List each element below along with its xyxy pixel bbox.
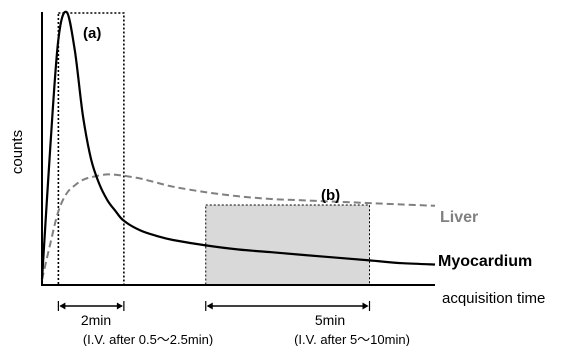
series-myocardium-label: Myocardium xyxy=(438,253,532,270)
span-1-left-arrowhead xyxy=(206,302,213,310)
plot-layer xyxy=(40,10,436,286)
region-a-label: (a) xyxy=(83,25,101,42)
region-b-label: (b) xyxy=(321,187,340,204)
span-b-duration: 5min xyxy=(315,312,345,328)
region-a-box xyxy=(57,12,125,286)
span-a-note: (I.V. after 0.5〜2.5min) xyxy=(83,332,213,346)
y-axis-label: counts xyxy=(9,130,26,174)
series-liver-line xyxy=(41,173,436,280)
x-axis-label: acquisition time xyxy=(442,290,545,307)
span-1-right-arrowhead xyxy=(362,302,369,310)
span-b-note: (I.V. after 5〜10min) xyxy=(294,332,410,346)
span-a-duration: 2min xyxy=(81,312,111,328)
series-myocardium-line xyxy=(40,10,436,280)
span-0-left-arrowhead xyxy=(59,302,66,310)
series-liver-label: Liver xyxy=(440,209,478,226)
span-markers xyxy=(57,301,371,311)
span-0-right-arrowhead xyxy=(116,302,123,310)
region-b-box xyxy=(205,204,370,286)
